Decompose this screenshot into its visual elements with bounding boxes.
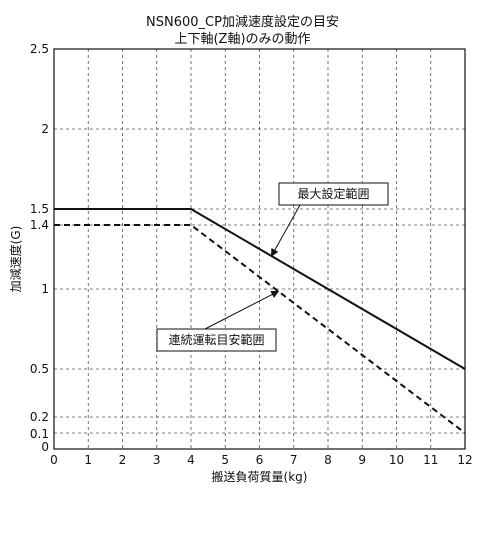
annotation-arrow [270, 204, 301, 257]
x-tick-label: 12 [457, 453, 472, 467]
annotation-box [156, 328, 277, 352]
x-tick-label: 10 [389, 453, 404, 467]
y-tick-label: 2 [41, 122, 49, 136]
y-tick-label: 0 [41, 440, 49, 454]
x-axis-label: 搬送負荷質量(kg) [212, 469, 308, 484]
y-tick-label: 1 [41, 282, 49, 296]
y-tick-label: 1.4 [30, 218, 49, 232]
chart-title: NSN600_CP加減速度設定の目安 [146, 15, 339, 30]
annotation-box [278, 182, 389, 206]
y-tick-label: 2.5 [30, 42, 49, 56]
y-tick-label: 0.2 [30, 410, 49, 424]
x-tick-label: 8 [324, 453, 332, 467]
y-axis-label: 加減速度(G) [8, 226, 23, 293]
x-tick-label: 0 [50, 453, 58, 467]
y-tick-label: 1.5 [30, 202, 49, 216]
annotation-label: 最大設定範囲 [297, 186, 369, 201]
plot-frame [53, 48, 466, 450]
grid [54, 49, 465, 449]
series-line-0 [54, 208, 466, 370]
y-tick-label: 0.1 [30, 427, 49, 441]
x-tick-label: 5 [221, 453, 229, 467]
annotation-arrow [204, 290, 280, 330]
x-tick-label: 6 [256, 453, 264, 467]
x-tick-label: 9 [358, 453, 366, 467]
x-tick-label: 1 [84, 453, 92, 467]
series-line-1 [54, 224, 466, 434]
x-tick-label: 4 [187, 453, 195, 467]
x-tick-label: 7 [290, 453, 298, 467]
chart-subtitle: 上下軸(Z軸)のみの動作 [174, 32, 311, 47]
series-lines [54, 208, 466, 434]
x-tick-label: 2 [119, 453, 127, 467]
x-tick-label: 11 [423, 453, 438, 467]
y-tick-label: 0.5 [30, 362, 49, 376]
annotation-label: 連続運転目安範囲 [168, 332, 264, 347]
x-tick-label: 3 [153, 453, 161, 467]
